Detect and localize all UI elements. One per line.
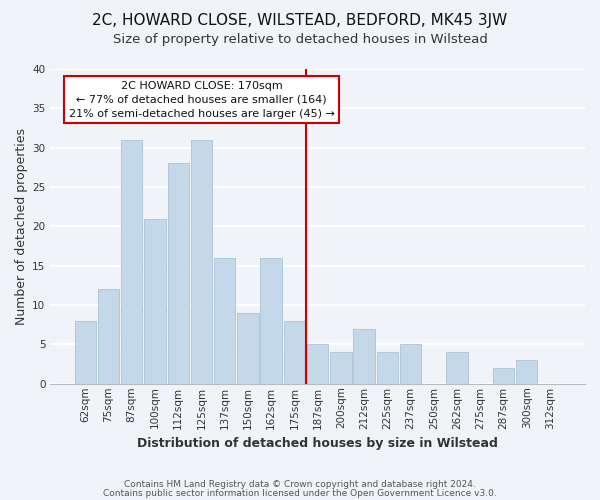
Text: Contains public sector information licensed under the Open Government Licence v3: Contains public sector information licen… (103, 488, 497, 498)
Y-axis label: Number of detached properties: Number of detached properties (15, 128, 28, 325)
Bar (167, 164, 189, 384)
Text: Size of property relative to detached houses in Wilstead: Size of property relative to detached ho… (113, 32, 487, 46)
Bar (214, 258, 235, 384)
Text: 2C HOWARD CLOSE: 170sqm
← 77% of detached houses are smaller (164)
21% of semi-d: 2C HOWARD CLOSE: 170sqm ← 77% of detache… (68, 81, 334, 119)
Bar (144, 218, 166, 384)
Bar (330, 352, 352, 384)
Bar (237, 313, 259, 384)
Bar (400, 344, 421, 384)
Bar (516, 360, 538, 384)
Bar (191, 140, 212, 384)
Bar (284, 321, 305, 384)
Bar (493, 368, 514, 384)
Bar (377, 352, 398, 384)
Bar (307, 344, 328, 384)
Bar (353, 328, 375, 384)
Bar (446, 352, 468, 384)
Text: 2C, HOWARD CLOSE, WILSTEAD, BEDFORD, MK45 3JW: 2C, HOWARD CLOSE, WILSTEAD, BEDFORD, MK4… (92, 12, 508, 28)
X-axis label: Distribution of detached houses by size in Wilstead: Distribution of detached houses by size … (137, 437, 498, 450)
Bar (260, 258, 282, 384)
Bar (98, 290, 119, 384)
Bar (121, 140, 142, 384)
Bar (74, 321, 96, 384)
Text: Contains HM Land Registry data © Crown copyright and database right 2024.: Contains HM Land Registry data © Crown c… (124, 480, 476, 489)
